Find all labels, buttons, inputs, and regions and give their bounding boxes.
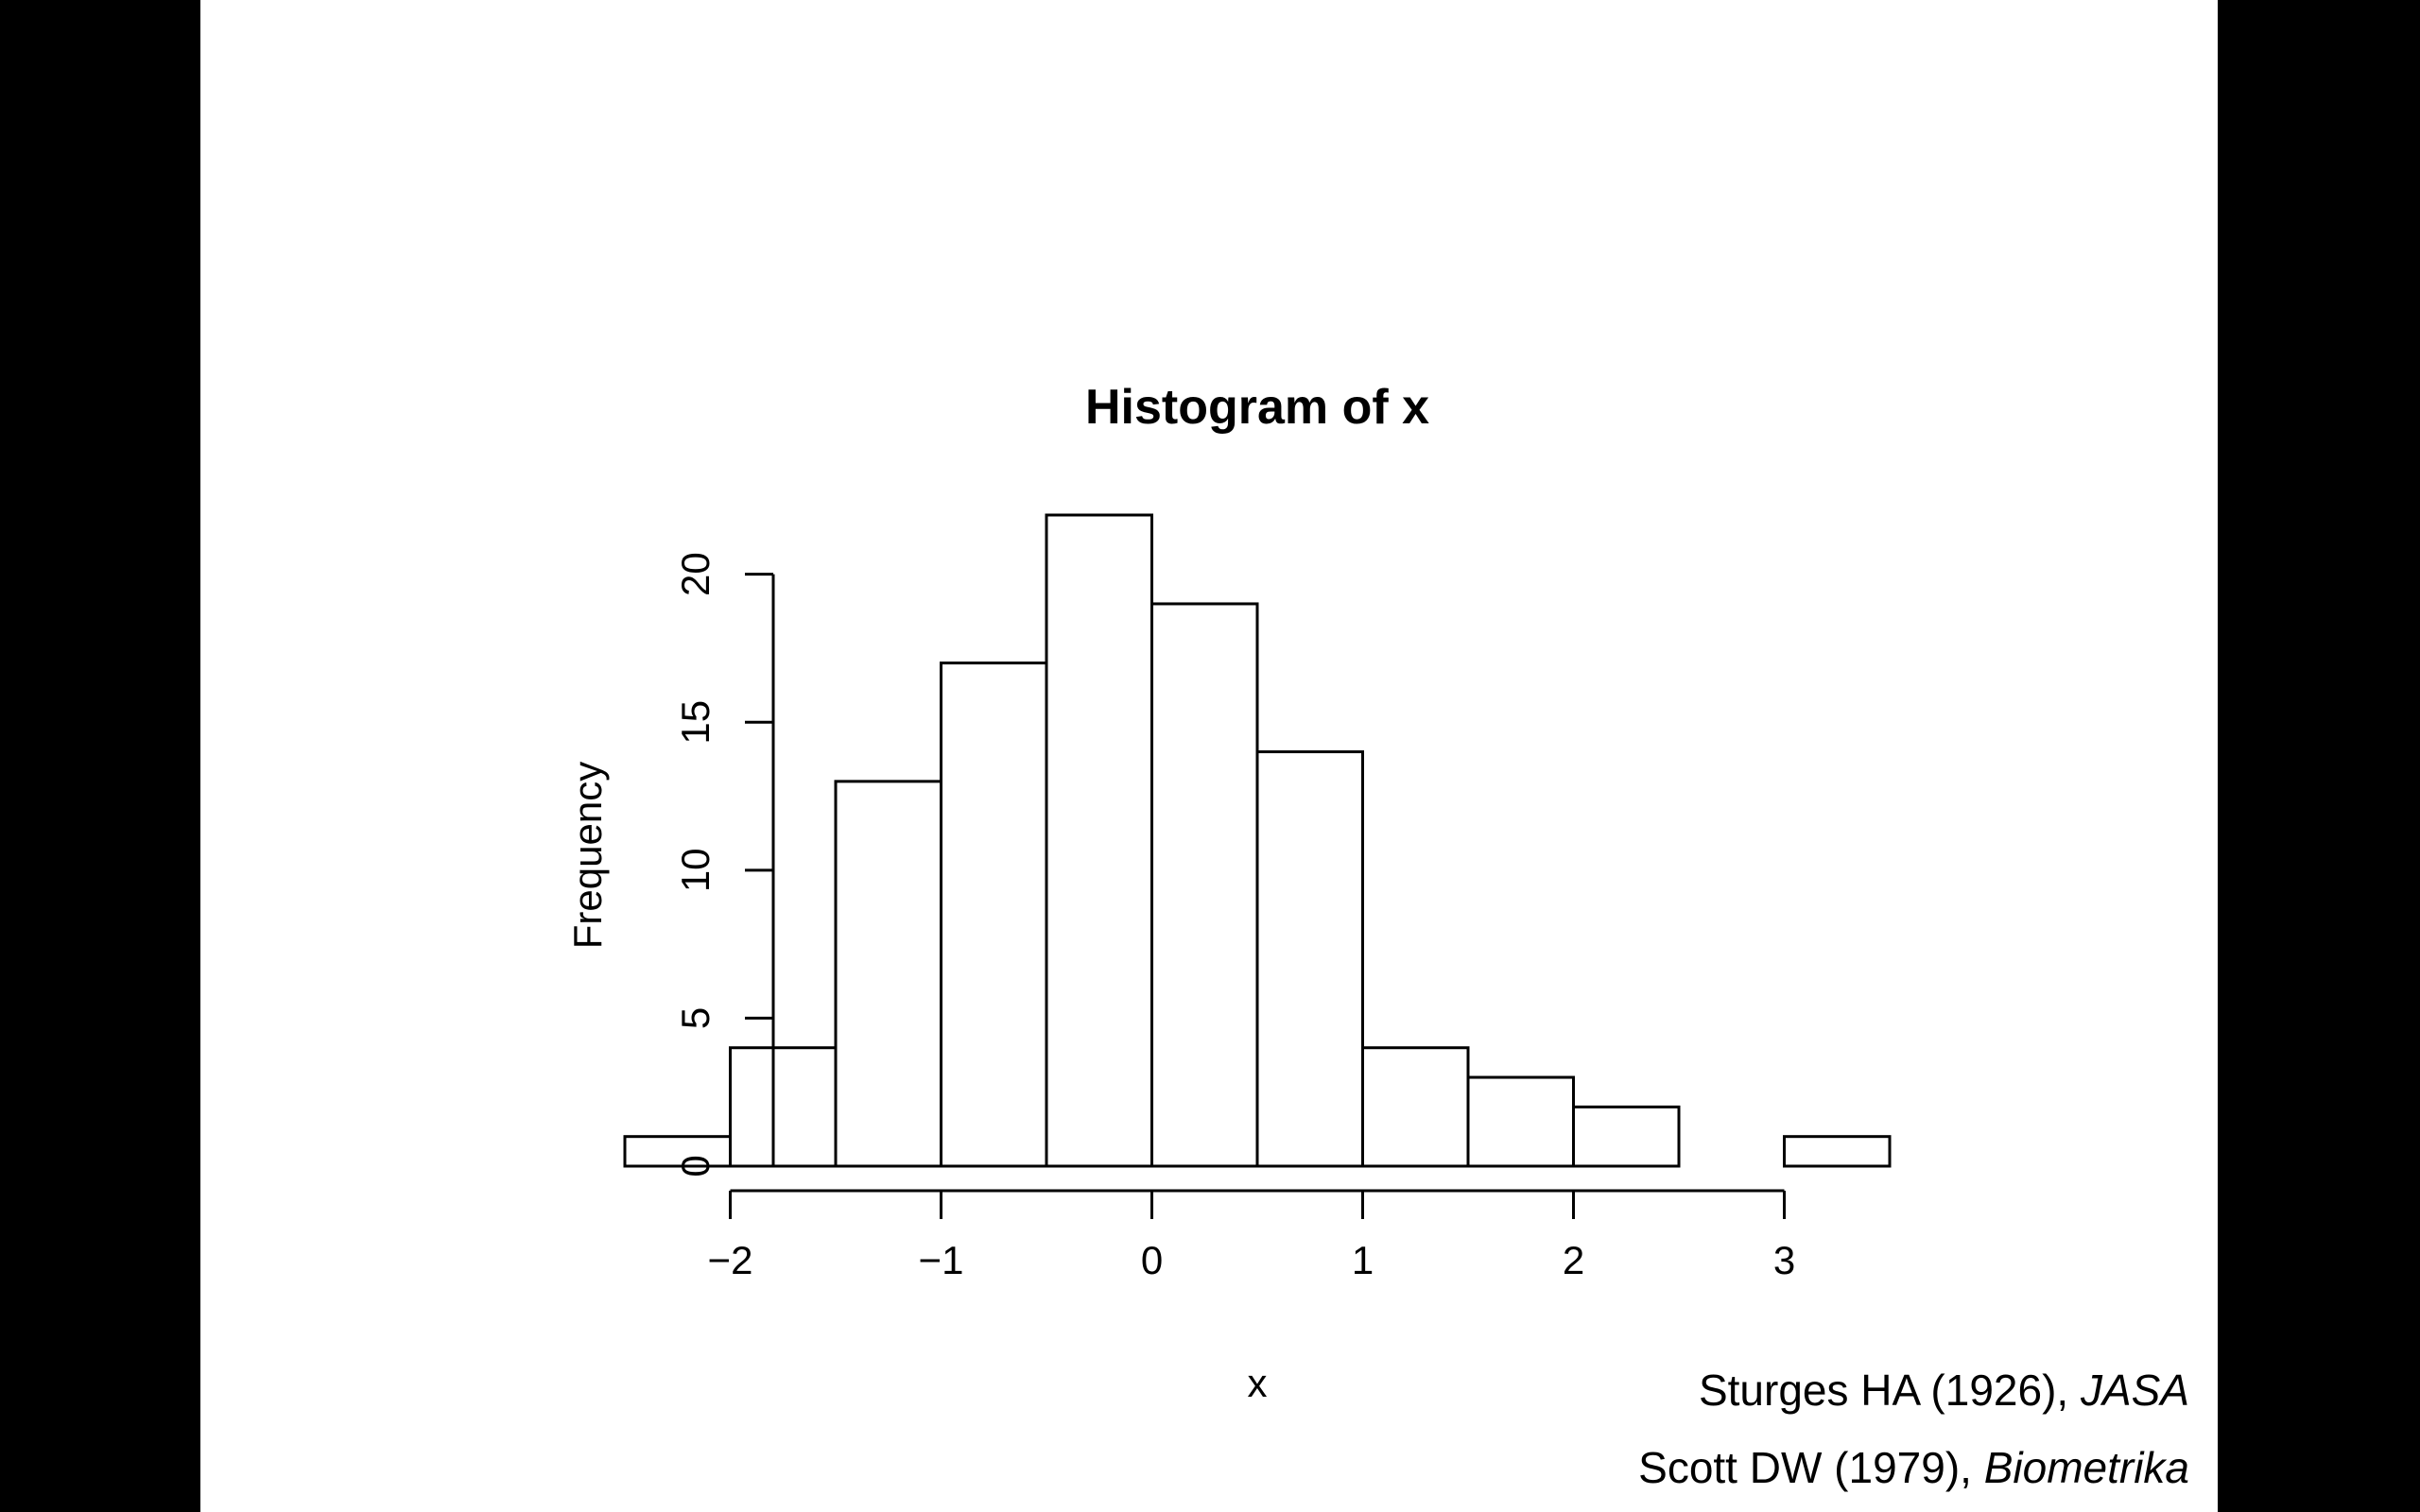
- x-tick-label: 1: [1352, 1238, 1374, 1282]
- histogram-bar: [834, 780, 942, 1168]
- histogram-chart: Histogram of x 0 5 10 15 20 −2 −1 0 1 2 3 x Frequ…: [565, 380, 1892, 1405]
- citation-scott: Scott DW (1979), Biometrika: [1638, 1442, 2189, 1493]
- y-axis: 0 5 10 15 20: [673, 552, 775, 1177]
- y-tick-label: 10: [673, 848, 717, 892]
- x-tick-label: −1: [919, 1238, 964, 1282]
- histogram-bar: [1361, 1046, 1470, 1168]
- y-tick-label: 0: [673, 1155, 717, 1177]
- histogram-bar: [1783, 1135, 1892, 1168]
- histogram-bar: [940, 662, 1048, 1168]
- y-tick-label: 15: [673, 700, 717, 745]
- citation-scott-journal: Biometrika: [1983, 1443, 2189, 1492]
- x-tick-label: 3: [1773, 1238, 1795, 1282]
- chart-title: Histogram of x: [1085, 380, 1429, 435]
- histogram-bar: [1150, 602, 1259, 1168]
- citation-scott-text: Scott DW (1979),: [1638, 1443, 1984, 1492]
- x-tick-label: 2: [1563, 1238, 1584, 1282]
- histogram-bar: [1466, 1075, 1575, 1168]
- histogram-bar: [1045, 513, 1153, 1168]
- x-axis-label: x: [1248, 1361, 1268, 1405]
- histogram-bar: [1255, 750, 1364, 1168]
- histogram-bars: [623, 513, 1892, 1168]
- slide: Histogram of x 0 5 10 15 20 −2 −1 0 1 2 3 x Frequ…: [200, 0, 2218, 1512]
- citation-sturges-text: Sturges HA (1926),: [1698, 1366, 2081, 1415]
- y-axis-label: Frequency: [565, 762, 610, 949]
- x-tick-label: −2: [708, 1238, 753, 1282]
- histogram-bar: [623, 1135, 732, 1168]
- x-axis: −2 −1 0 1 2 3: [708, 1189, 1795, 1282]
- histogram-bar: [729, 1046, 838, 1168]
- x-tick-label: 0: [1141, 1238, 1163, 1282]
- citation-sturges-journal: JASA: [2080, 1366, 2189, 1415]
- y-tick-label: 20: [673, 552, 717, 596]
- y-tick-label: 5: [673, 1007, 717, 1029]
- histogram-bar: [1572, 1105, 1681, 1168]
- citation-sturges: Sturges HA (1926), JASA: [1699, 1365, 2189, 1416]
